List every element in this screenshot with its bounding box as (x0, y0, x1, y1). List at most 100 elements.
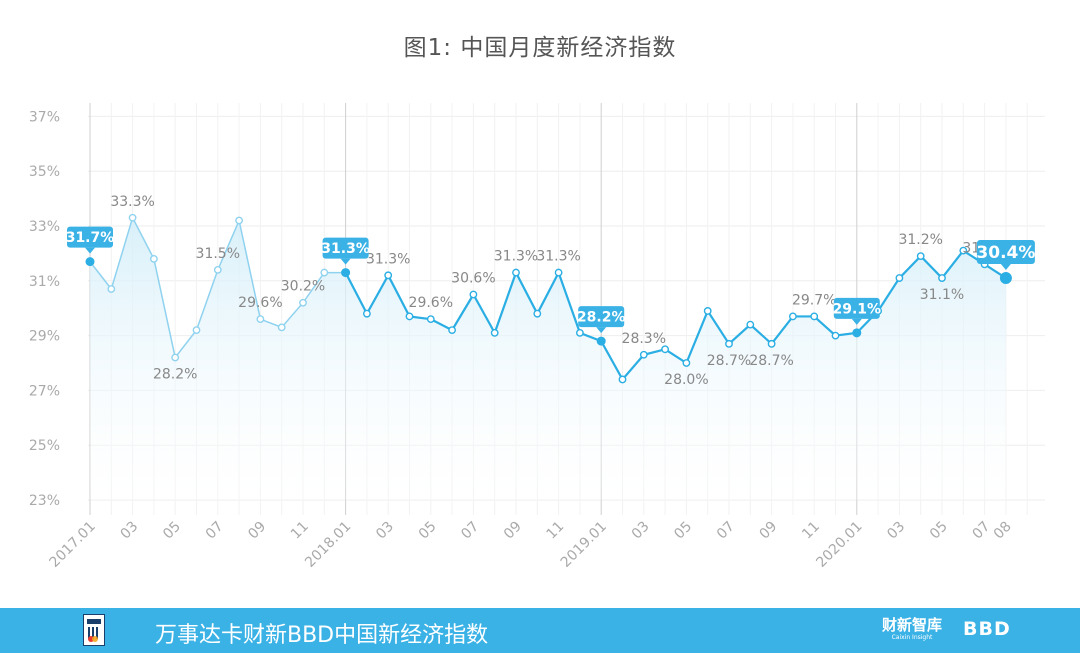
data-point (810, 312, 819, 321)
data-label: 29.7% (792, 292, 836, 308)
data-point (959, 246, 968, 255)
footer-bar: 万事达卡财新BBD中国新经济指数 财新智库 Caixin Insight BBD (0, 608, 1080, 653)
data-point (405, 312, 414, 321)
x-tick-label: 05 (160, 519, 184, 543)
area-fill (90, 217, 1006, 500)
data-point (362, 309, 371, 318)
data-point (639, 350, 648, 359)
data-point (192, 326, 201, 335)
data-label: 28.3% (622, 331, 666, 347)
data-point (725, 339, 733, 348)
callout-pointer (85, 247, 95, 254)
x-tick-label: 03 (118, 519, 142, 543)
x-tick-label: 09 (245, 519, 269, 543)
data-point (490, 328, 499, 337)
callouts: 31.7% 31.3% 28.2% 29.1% 30.4% (66, 226, 1035, 334)
callout-box (976, 240, 1035, 265)
x-tick-label: 11 (288, 519, 312, 543)
y-tick-label: 37% (29, 109, 60, 125)
y-tick-label: 25% (29, 438, 60, 454)
data-point (895, 274, 904, 282)
data-point-highlight (852, 328, 862, 338)
callout-box (578, 306, 625, 328)
callout: 31.7% (66, 226, 115, 254)
data-label: 28.7% (749, 353, 793, 369)
x-tick-label: 03 (373, 519, 397, 543)
callout: 31.3% (321, 237, 370, 265)
x-tick-label: 2017.01 (47, 519, 99, 571)
x-tick-label: 09 (501, 519, 525, 543)
data-point (767, 339, 776, 348)
area-path (90, 217, 1006, 500)
x-tick-label: 09 (757, 519, 781, 543)
callout-label: 31.3% (321, 241, 370, 257)
data-point (299, 298, 307, 307)
data-point (554, 268, 563, 277)
data-points (85, 213, 1012, 384)
bbd-logo: BBD (963, 618, 1011, 640)
x-tick-label: 05 (671, 519, 695, 543)
x-tick-label: 07 (714, 519, 738, 543)
callout-label: 30.4% (976, 243, 1035, 263)
x-tick-label: 2018.01 (302, 519, 354, 571)
x-tick-label: 07 (458, 519, 482, 543)
data-point (661, 345, 669, 354)
y-axis: 23% 25% 27% 29% 31% 33% 35% 37% (29, 109, 60, 509)
data-label: 31.3% (536, 249, 580, 265)
x-tick-label: 07 (970, 519, 994, 543)
line-chart: 23% 25% 27% 29% 31% 33% 35% 37% 33.3% 28.2% 31.5%… (29, 103, 1045, 571)
callout: 29.1% (833, 297, 882, 325)
data-point (703, 307, 712, 315)
data-label: 28.0% (664, 372, 708, 388)
data-label: 31.2% (898, 232, 942, 248)
callout-pointer (596, 327, 607, 334)
data-point (128, 213, 137, 222)
data-label: 28.2% (153, 367, 197, 383)
y-tick-label: 33% (29, 219, 60, 235)
data-point (384, 271, 393, 280)
y-tick-label: 29% (29, 329, 60, 345)
data-point-highlight (85, 257, 95, 267)
y-tick-label: 35% (29, 164, 60, 180)
data-point (618, 375, 627, 384)
data-point (576, 328, 584, 337)
y-tick-label: 31% (29, 274, 60, 290)
callout-label: 28.2% (577, 310, 626, 326)
callout-label: 31.7% (66, 230, 115, 246)
callout-label: 29.1% (833, 301, 882, 317)
y-tick-label: 23% (29, 493, 60, 509)
data-point (213, 265, 222, 274)
y-tick-label: 27% (29, 383, 60, 399)
data-point (107, 285, 116, 293)
series-line-2018-2020 (344, 249, 1007, 382)
data-point (149, 254, 158, 263)
data-label: 29.6% (238, 295, 282, 311)
chart-title: 图1: 中国月度新经济指数 (403, 35, 677, 61)
data-label: 28.7% (707, 353, 751, 369)
data-point-highlight (341, 268, 351, 278)
caixin-insight-name: 财新智库 (881, 616, 942, 634)
data-label: 29.6% (409, 295, 453, 311)
data-point (469, 290, 478, 299)
data-label: 31.1% (920, 287, 964, 303)
caixin-insight-en: Caixin Insight (891, 634, 933, 641)
callout-box (67, 226, 113, 248)
callout: 30.4% (976, 240, 1035, 271)
x-tick-label: 11 (544, 519, 568, 543)
data-point-highlight (999, 272, 1012, 285)
data-label: 33.3% (110, 194, 154, 210)
data-point (448, 326, 456, 335)
callout-pointer (1000, 264, 1011, 271)
data-label: 30.6% (451, 271, 495, 287)
x-tick-label: 08 (991, 519, 1015, 543)
x-tick-label: 2019.01 (558, 519, 610, 571)
data-point (171, 353, 180, 362)
x-tick-label: 03 (629, 519, 653, 543)
data-point (235, 216, 244, 225)
data-point (831, 331, 840, 340)
data-label: 31.3% (494, 249, 538, 265)
callout: 28.2% (577, 306, 626, 334)
x-tick-label: 07 (203, 519, 227, 543)
data-point (426, 315, 435, 324)
